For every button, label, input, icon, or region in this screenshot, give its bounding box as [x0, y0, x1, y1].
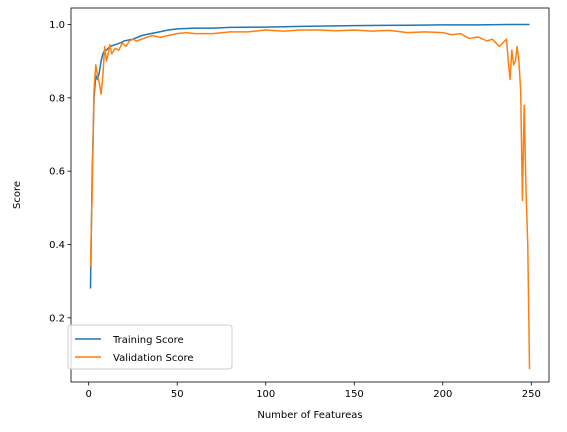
y-tick-label: 0.2	[49, 313, 65, 324]
x-tick-label: 50	[171, 389, 184, 400]
series-line-validation-score	[89, 29, 531, 370]
x-tick-label: 100	[256, 389, 275, 400]
x-tick-label: 200	[433, 389, 452, 400]
legend-label-training: Training Score	[112, 335, 184, 346]
x-axis-label: Number of Featureas	[257, 410, 362, 421]
y-tick-label: 1.0	[49, 20, 65, 31]
x-axis-ticks: 0 50 100 150 200 250	[86, 382, 541, 400]
plot-frame	[70, 7, 550, 383]
x-tick-label: 0	[86, 389, 92, 400]
y-axis-label: Score	[12, 181, 23, 209]
y-tick-label: 0.6	[49, 167, 65, 178]
legend-box	[67, 324, 233, 370]
plot-area	[71, 8, 549, 382]
legend: Training Score Validation Score	[67, 324, 233, 370]
y-tick-label: 0.8	[49, 93, 65, 104]
series-layer	[89, 23, 531, 370]
y-axis-ticks: 0.2 0.4 0.6 0.8 1.0	[49, 20, 71, 324]
y-tick-label: 0.4	[49, 240, 65, 251]
legend-label-validation: Validation Score	[113, 353, 194, 364]
x-tick-label: 150	[345, 389, 364, 400]
x-tick-label: 250	[522, 389, 541, 400]
series-line-training-score	[89, 23, 530, 289]
